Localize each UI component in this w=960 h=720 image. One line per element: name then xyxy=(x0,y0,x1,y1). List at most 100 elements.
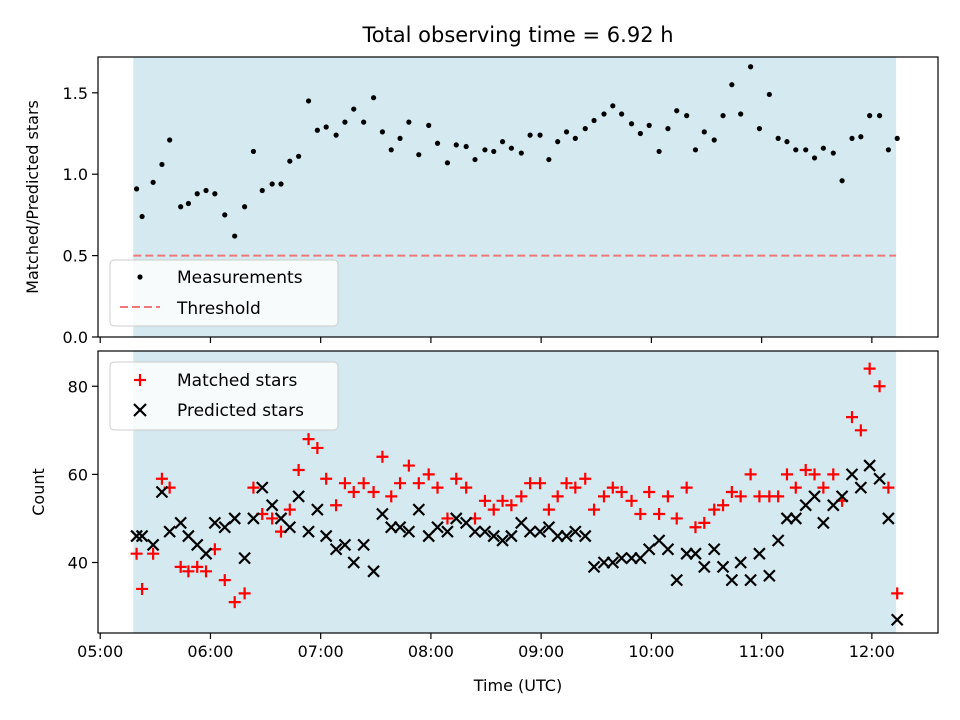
predicted-stars-point xyxy=(449,512,463,525)
measurement-point xyxy=(876,113,883,119)
measurements-legend-marker xyxy=(137,274,143,280)
measurement-point xyxy=(711,137,717,143)
chart-title: Total observing time = 6.92 h xyxy=(361,23,673,47)
measurement-point xyxy=(610,103,616,109)
matched-stars-point xyxy=(330,499,343,512)
measurement-point xyxy=(793,147,799,153)
x-tick-label: 06:00 xyxy=(187,642,233,661)
predicted-stars-point xyxy=(402,525,416,538)
matched-stars-point xyxy=(873,380,886,393)
measurement-point xyxy=(426,122,432,128)
matched-stars-point xyxy=(827,468,840,481)
bottom-y-axis-label: Count xyxy=(29,468,48,516)
y-tick-label: 1.5 xyxy=(63,84,88,103)
matched-stars-point xyxy=(725,486,738,498)
predicted-stars-point xyxy=(412,503,426,516)
predicted-stars-point xyxy=(174,516,187,530)
matched-stars-point xyxy=(846,411,859,424)
measurement-point xyxy=(684,113,690,119)
predicted-stars-point xyxy=(716,560,730,574)
matched-stars-point xyxy=(698,516,711,529)
measurement-point xyxy=(820,145,826,151)
measurements-series xyxy=(133,64,900,239)
predicted-stars-point xyxy=(615,551,628,565)
predicted-stars-point xyxy=(311,503,324,516)
predicted-stars-point xyxy=(854,481,868,494)
measurement-point xyxy=(406,119,412,125)
measurement-point xyxy=(150,179,156,185)
x-tick-label: 10:00 xyxy=(628,642,674,661)
predicted-stars-point xyxy=(319,529,333,543)
predicted-stars-point xyxy=(587,560,601,574)
predicted-stars-point xyxy=(707,543,721,556)
matched-stars-point xyxy=(460,481,473,494)
measurement-point xyxy=(444,160,451,166)
measurement-point xyxy=(203,187,209,194)
predicted-stars-point xyxy=(734,556,747,569)
measurement-point xyxy=(212,191,218,197)
measurement-point xyxy=(259,187,265,194)
matched-stars-point xyxy=(588,503,601,516)
predicted-stars-point xyxy=(753,547,766,560)
top-y-axis-label: Matched/Predicted stars xyxy=(23,100,42,294)
predicted-stars-point xyxy=(533,525,547,538)
predicted-stars-point xyxy=(208,516,222,530)
matched-stars-point xyxy=(625,494,638,507)
matched-stars-point xyxy=(302,433,315,446)
measurement-point xyxy=(701,129,707,135)
matched-stars-point xyxy=(515,490,528,503)
matched-stars-point xyxy=(450,472,463,485)
measurement-point xyxy=(849,135,855,141)
predicted-stars-point xyxy=(163,525,176,538)
measurement-point xyxy=(159,161,165,168)
matched-stars-point xyxy=(551,490,564,503)
measurement-point xyxy=(563,129,570,135)
bottom-y-ticks: 40 60 80 xyxy=(68,377,98,573)
predicted-stars-point xyxy=(283,520,297,534)
matched-stars-point xyxy=(606,481,619,494)
matched-stars-point xyxy=(854,424,867,437)
predicted-stars-point xyxy=(247,512,260,525)
predicted-stars-point xyxy=(431,520,444,534)
predicted-stars-point xyxy=(606,556,620,569)
predicted-stars-point xyxy=(817,516,830,530)
predicted-stars-point xyxy=(863,459,876,472)
measurement-point xyxy=(839,178,845,184)
predicted-stars-point xyxy=(487,529,501,543)
matched-stars-point xyxy=(744,468,757,481)
measurement-point xyxy=(342,119,348,125)
matched-stars-point xyxy=(311,441,324,454)
matched-stars-point xyxy=(534,477,547,490)
predicted-stars-point xyxy=(338,538,352,552)
measurement-point xyxy=(582,126,588,132)
measurement-point xyxy=(591,117,597,124)
predicted-stars-point xyxy=(744,573,757,587)
bottom-panel: 40 60 80 05:00 06:00 07:00 08:00 09:00 10:00 11:… xyxy=(29,350,939,695)
matched-stars-point xyxy=(130,547,143,560)
y-tick-label: 40 xyxy=(68,554,88,573)
bottom-x-ticks: 05:00 06:00 07:00 08:00 09:00 10:00 11:00 12:00 xyxy=(77,633,895,661)
matched-stars-point xyxy=(808,468,821,481)
predicted-stars-point xyxy=(441,525,454,538)
measurement-point xyxy=(720,113,726,119)
measurement-point xyxy=(242,204,248,210)
matched-stars-point xyxy=(266,512,279,525)
y-tick-label: 1.0 xyxy=(63,165,88,184)
predicted-stars-point xyxy=(367,565,380,578)
predicted-stars-point xyxy=(496,534,509,547)
matched-stars-point xyxy=(597,490,610,503)
matched-stars-point xyxy=(402,459,415,472)
measurement-point xyxy=(756,126,763,132)
y-tick-label: 0.0 xyxy=(63,328,88,347)
predicted-stars-point xyxy=(808,490,821,503)
matched-stars-point xyxy=(283,503,296,516)
matched-stars-point xyxy=(661,490,674,503)
matched-stars-point xyxy=(136,582,149,595)
top-x-ticks xyxy=(99,337,873,343)
matched-stars-point xyxy=(542,503,555,516)
predicted-stars-point xyxy=(135,529,149,543)
measurement-point xyxy=(370,95,377,101)
matched-stars-legend-marker xyxy=(134,374,146,386)
predicted-stars-point xyxy=(255,481,269,494)
